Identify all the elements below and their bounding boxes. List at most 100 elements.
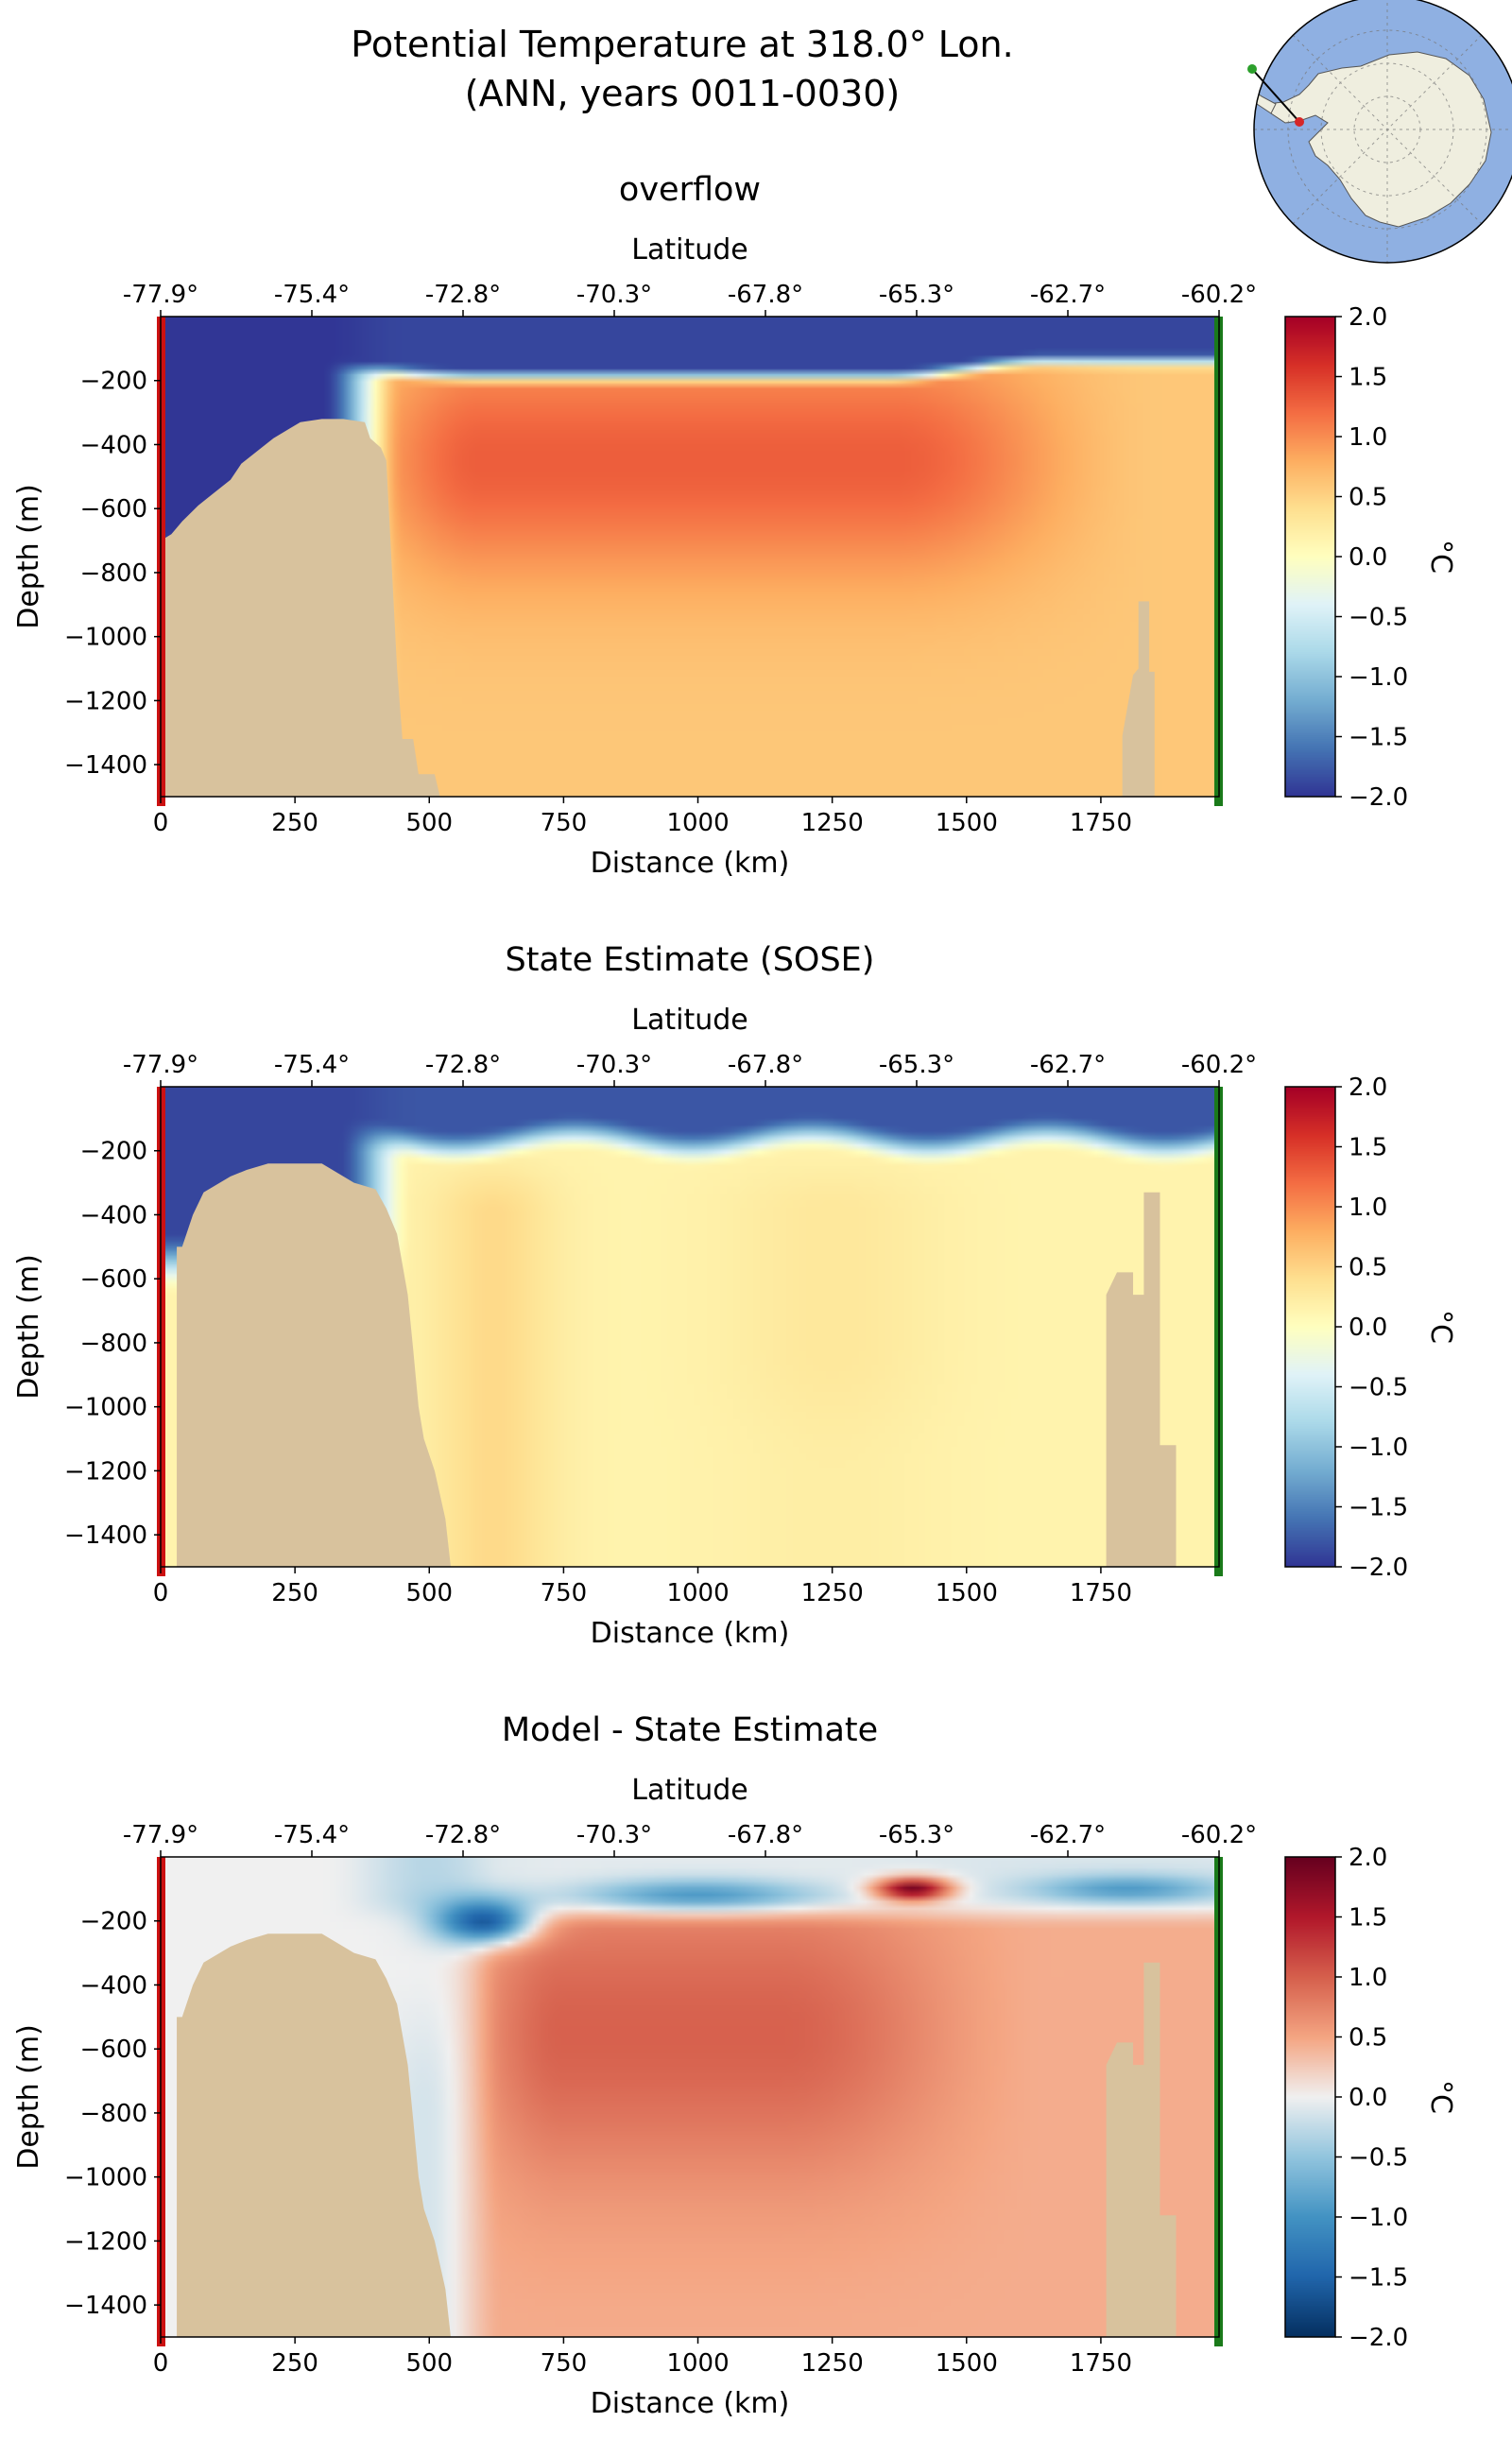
colorbar-tick-label: 0.5 <box>1349 484 1387 512</box>
y-axis-label: Depth (m) <box>12 1254 45 1400</box>
colorbar <box>1285 1857 1335 2337</box>
lat-tick-label: -60.2° <box>1181 281 1257 309</box>
colorbar-tick-label: −2.0 <box>1349 783 1408 812</box>
lat-tick-label: -70.3° <box>576 1821 652 1849</box>
y-tick-label: −600 <box>80 495 147 524</box>
y-tick-label: −1200 <box>64 687 147 715</box>
colorbar-tick-label: 0.0 <box>1349 543 1387 572</box>
transect-start-marker <box>1295 117 1304 127</box>
colorbar-label: °C <box>1424 540 1457 574</box>
lat-tick-label: -65.3° <box>879 1821 954 1849</box>
colorbar-tick-label: 1.5 <box>1349 1904 1387 1933</box>
axes-frame <box>160 1086 1220 1568</box>
y-tick-label: −1000 <box>64 2164 147 2192</box>
x-tick-label: 500 <box>405 2349 453 2378</box>
colorbar-tick-label: 1.5 <box>1349 364 1387 392</box>
panel-title: overflow <box>619 171 761 209</box>
figure-title-line1: Potential Temperature at 318.0° Lon. <box>351 24 1013 65</box>
colorbar-tick-label: 2.0 <box>1349 303 1387 332</box>
y-tick-label: −1000 <box>64 1394 147 1422</box>
x-tick-label: 500 <box>405 809 453 837</box>
panel-1: overflow Latitude -77.9° -75.4° -72.8° -70.3°… <box>12 171 1457 880</box>
colorbar-tick-label: 2.0 <box>1349 1844 1387 1872</box>
y-tick-label: −200 <box>80 1138 147 1166</box>
x-tick-label: 1500 <box>936 809 998 837</box>
lat-tick-label: -77.9° <box>123 281 198 309</box>
lat-tick-label: -72.8° <box>425 1051 501 1079</box>
y-tick-label: −1200 <box>64 1457 147 1486</box>
x-tick-label: 1250 <box>801 809 864 837</box>
lat-tick-label: -67.8° <box>728 281 803 309</box>
colorbar-tick-label: 1.0 <box>1349 1194 1387 1222</box>
x-tick-label: 0 <box>153 1579 169 1607</box>
colorbar <box>1285 317 1335 797</box>
colorbar-tick-label: 0.0 <box>1349 1314 1387 1342</box>
figure-title-line2: (ANN, years 0011-0030) <box>465 73 900 114</box>
colorbar-tick-label: −1.5 <box>1349 1494 1408 1522</box>
x-tick-label: 750 <box>541 2349 588 2378</box>
lat-tick-label: -72.8° <box>425 1821 501 1849</box>
x-tick-label: 1000 <box>666 2349 729 2378</box>
y-tick-label: −1400 <box>64 1521 147 1550</box>
x-tick-label: 1750 <box>1070 2349 1132 2378</box>
colorbar-label: °C <box>1424 1310 1457 1344</box>
top-axis-label: Latitude <box>631 233 747 266</box>
lat-tick-label: -65.3° <box>879 1051 954 1079</box>
y-tick-label: −200 <box>80 1908 147 1936</box>
colorbar-tick-label: 1.0 <box>1349 1964 1387 1992</box>
x-tick-label: 1750 <box>1070 1579 1132 1607</box>
colorbar-tick-label: 2.0 <box>1349 1074 1387 1102</box>
lat-tick-label: -77.9° <box>123 1821 198 1849</box>
x-tick-label: 1500 <box>936 1579 998 1607</box>
y-tick-label: −1400 <box>64 751 147 780</box>
colorbar-tick-label: −1.5 <box>1349 724 1408 752</box>
lat-tick-label: -65.3° <box>879 281 954 309</box>
lat-tick-label: -67.8° <box>728 1051 803 1079</box>
lat-tick-label: -72.8° <box>425 281 501 309</box>
colorbar-tick-label: −1.0 <box>1349 2204 1408 2232</box>
colorbar-tick-label: −2.0 <box>1349 2324 1408 2352</box>
y-tick-label: −1400 <box>64 2292 147 2320</box>
lat-tick-label: -62.7° <box>1030 1051 1106 1079</box>
x-tick-label: 250 <box>271 2349 318 2378</box>
lat-tick-label: -70.3° <box>576 281 652 309</box>
lat-tick-label: -75.4° <box>274 1821 350 1849</box>
x-tick-label: 750 <box>541 809 588 837</box>
x-tick-label: 250 <box>271 1579 318 1607</box>
lat-tick-label: -67.8° <box>728 1821 803 1849</box>
lat-tick-label: -62.7° <box>1030 281 1106 309</box>
top-axis-label: Latitude <box>631 1774 747 1807</box>
colorbar-tick-label: 0.5 <box>1349 1254 1387 1282</box>
colorbar-label: °C <box>1424 2080 1457 2114</box>
x-tick-label: 1250 <box>801 2349 864 2378</box>
x-axis-label: Distance (km) <box>591 847 790 880</box>
y-tick-label: −1000 <box>64 624 147 652</box>
colorbar-tick-label: −0.5 <box>1349 2144 1408 2173</box>
y-tick-label: −800 <box>80 559 147 588</box>
y-axis-label: Depth (m) <box>12 484 45 629</box>
lat-tick-label: -60.2° <box>1181 1051 1257 1079</box>
antarctica-landmass <box>1265 51 1492 228</box>
x-tick-label: 500 <box>405 1579 453 1607</box>
bathymetry <box>177 1087 1177 1567</box>
map-graticule <box>1254 0 1512 263</box>
lat-tick-label: -60.2° <box>1181 1821 1257 1849</box>
panel-title: Model - State Estimate <box>502 1711 878 1749</box>
colorbar-tick-label: −0.5 <box>1349 1374 1408 1402</box>
y-tick-label: −1200 <box>64 2227 147 2256</box>
x-tick-label: 1000 <box>666 809 729 837</box>
colorbar-tick-label: −1.0 <box>1349 663 1408 692</box>
x-tick-label: 0 <box>153 809 169 837</box>
panel-title: State Estimate (SOSE) <box>506 941 875 979</box>
lat-tick-label: -75.4° <box>274 1051 350 1079</box>
x-axis-label: Distance (km) <box>591 2387 790 2420</box>
bathymetry <box>177 1857 1177 2337</box>
y-tick-label: −400 <box>80 1971 147 2000</box>
lat-tick-label: -62.7° <box>1030 1821 1106 1849</box>
x-tick-label: 1750 <box>1070 809 1132 837</box>
x-tick-label: 1000 <box>666 1579 729 1607</box>
axes-frame <box>160 1856 1220 2338</box>
colorbar-tick-label: 0.5 <box>1349 2024 1387 2053</box>
y-tick-label: −600 <box>80 1265 147 1294</box>
top-axis-label: Latitude <box>631 1004 747 1037</box>
